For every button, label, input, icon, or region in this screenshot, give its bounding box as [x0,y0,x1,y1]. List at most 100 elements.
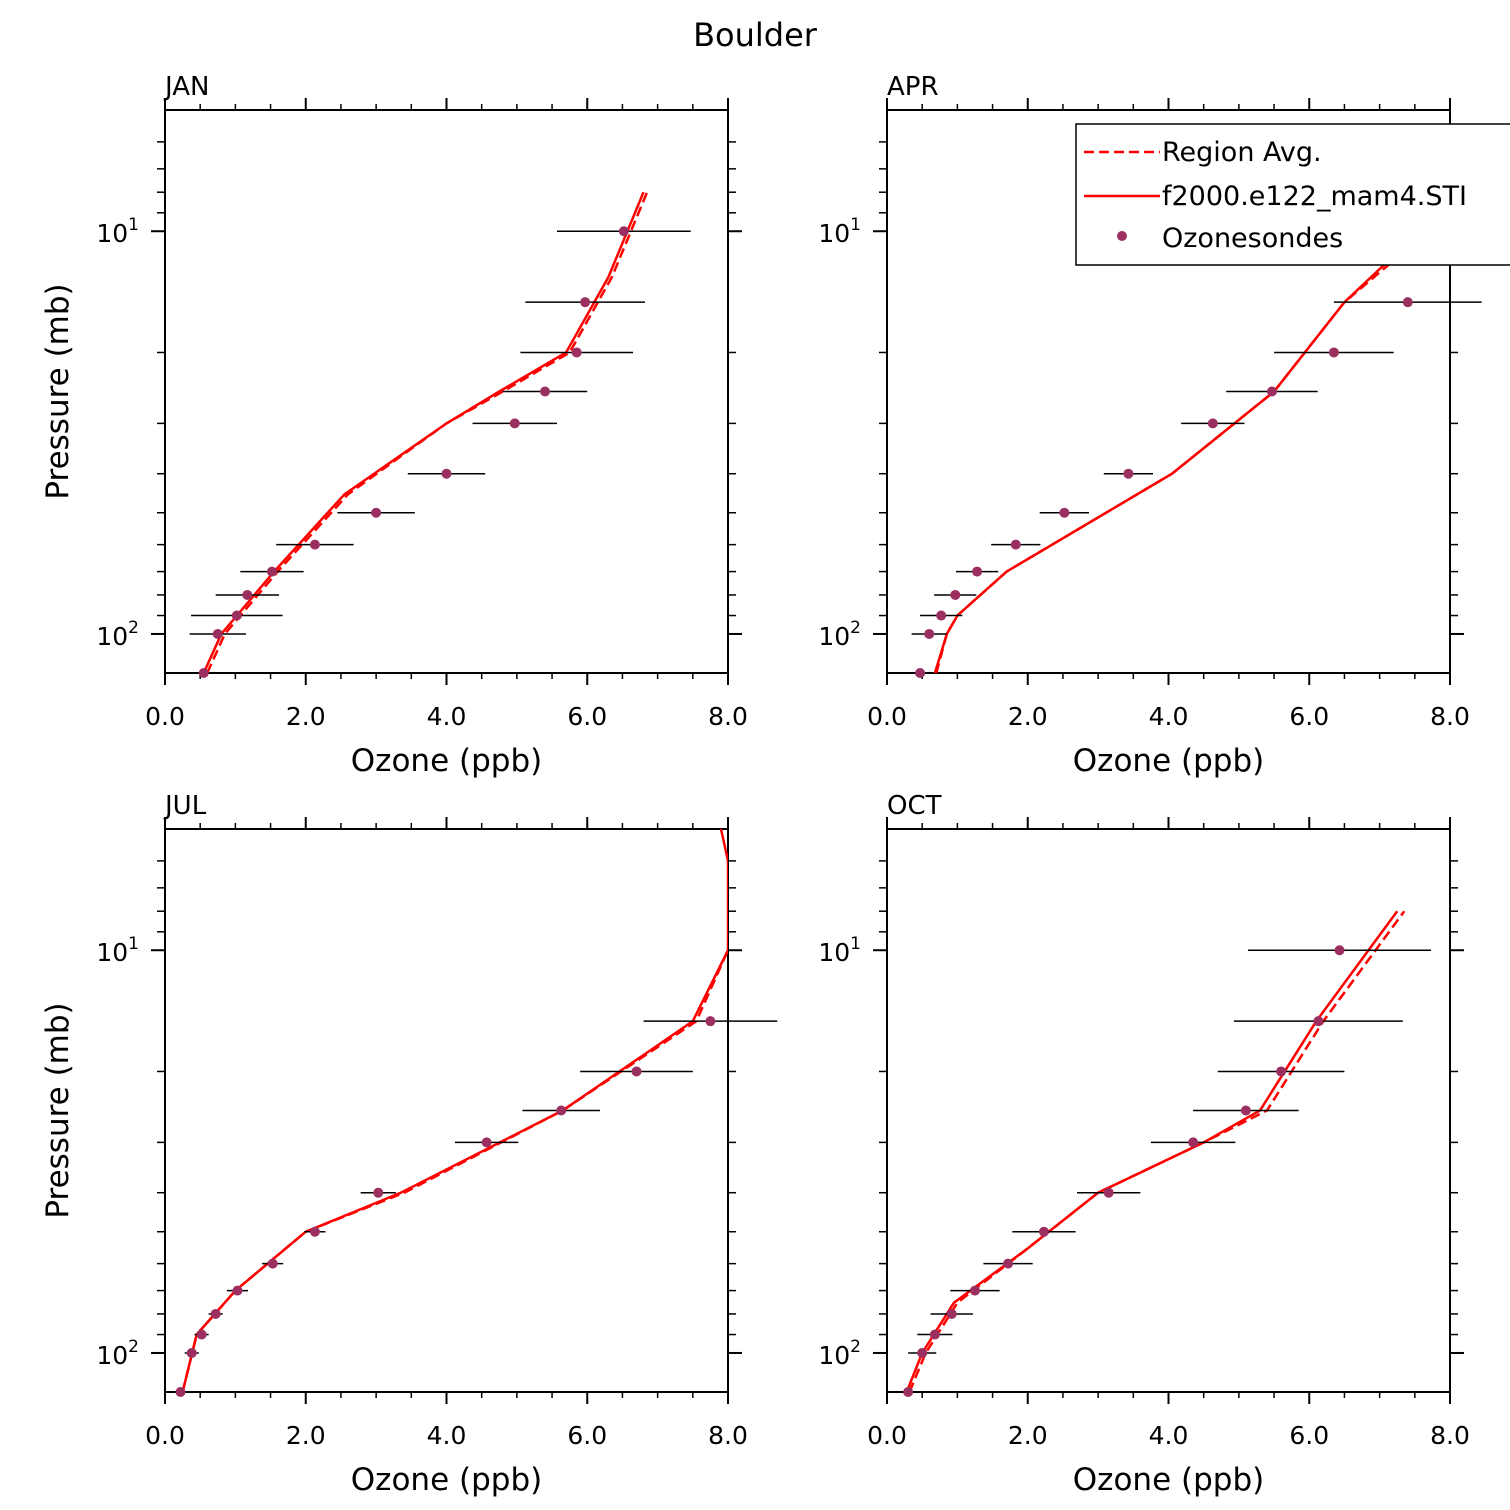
legend: Region Avg. f2000.e122_mam4.STI Ozonesonde… [1075,123,1510,266]
panel-label: JUL [163,791,207,821]
ozonesondes-series [175,1016,778,1397]
data-point [309,539,320,550]
data-point [198,668,209,678]
data-point [371,507,382,518]
x-tick-label: 0.0 [867,702,907,731]
x-tick-label: 2.0 [1008,1421,1048,1450]
x-axis-label: Ozone (ppb) [351,743,542,779]
data-point [309,1226,320,1237]
x-tick-label: 0.0 [145,1421,185,1450]
data-point [631,1066,642,1077]
data-point [231,610,242,621]
x-tick-label: 8.0 [708,702,748,731]
data-point [1010,539,1021,550]
x-tick-label: 4.0 [1149,1421,1189,1450]
y-tick-label: 101 [818,934,861,967]
y-tick-label: 102 [818,618,861,651]
legend-box [1075,123,1510,266]
data-point [917,1347,928,1358]
legend-label: f2000.e122_mam4.STI [1162,181,1467,212]
plot-frame [164,828,729,1393]
y-tick-label: 101 [96,215,139,248]
panel-label: APR [887,72,939,102]
plot-area [933,201,1450,673]
data-point [1038,1226,1049,1237]
data-point [441,468,452,479]
data-point [1059,507,1070,518]
data-point [969,1285,980,1296]
x-tick-label: 2.0 [286,702,326,731]
data-point [175,1387,186,1397]
panel-jul: JUL 0.0 2.0 4.0 6.0 8.0 101 102 Ozone (ppb) Press… [40,791,778,1498]
x-tick-label: 0.0 [145,702,185,731]
data-point [186,1347,197,1358]
data-point [1266,386,1277,397]
x-axis-label: Ozone (ppb) [1073,1462,1264,1498]
x-tick-label: 2.0 [286,1421,326,1450]
model-line [202,191,645,673]
ozonesondes-series [189,226,691,678]
data-point [1334,945,1345,956]
data-point [924,628,935,639]
plot-area [905,910,1406,1392]
y-tick-label: 102 [96,1337,139,1370]
data-point [705,1016,716,1027]
data-point [1103,1187,1114,1198]
data-point [373,1187,384,1198]
plot-area [181,829,728,1392]
region-avg-line [935,211,1450,673]
y-tick-label: 102 [96,618,139,651]
data-point [915,668,926,678]
ozonesondes-series [903,945,1431,1397]
model-line [905,910,1399,1392]
plot-area [202,191,649,673]
x-tick-label: 8.0 [1430,702,1470,731]
data-point [1123,468,1134,479]
data-point [571,347,582,358]
data-point [936,610,947,621]
data-point [1328,347,1339,358]
panel-jan: JAN 0.0 2.0 4.0 6.0 8.0 101 102 Ozone (ppb) Press… [40,72,748,779]
region-avg-line [181,949,728,1392]
data-point [903,1387,914,1397]
model-line [181,829,728,1392]
panel-label: OCT [887,791,942,821]
x-tick-label: 6.0 [567,1421,607,1450]
data-point [196,1329,207,1340]
data-point [481,1137,492,1148]
data-point [1313,1016,1324,1027]
data-point [1188,1137,1199,1148]
y-tick-label: 102 [818,1337,861,1370]
data-point [1207,418,1218,429]
y-tick-label: 101 [818,215,861,248]
x-axis-label: Ozone (ppb) [351,1462,542,1498]
data-point [266,566,277,577]
data-point [929,1329,940,1340]
data-point [556,1105,567,1116]
data-point [1402,297,1413,308]
model-line [933,201,1450,673]
legend-marker [1117,231,1127,241]
x-tick-label: 6.0 [1289,1421,1329,1450]
panel-apr: APR 0.0 2.0 4.0 6.0 8.0 101 102 Ozone (ppb) [818,72,1482,779]
x-tick-label: 0.0 [867,1421,907,1450]
region-avg-line [908,910,1406,1392]
x-tick-label: 8.0 [1430,1421,1470,1450]
x-tick-label: 6.0 [1289,702,1329,731]
data-point [540,386,551,397]
data-point [210,1308,221,1319]
data-point [509,418,520,429]
data-point [580,297,591,308]
region-avg-line [206,191,649,673]
y-axis-label: Pressure (mb) [40,283,76,499]
data-point [950,589,961,600]
legend-label: Ozonesondes [1162,223,1343,254]
y-tick-label: 101 [96,934,139,967]
data-point [212,628,223,639]
x-axis-label: Ozone (ppb) [1073,743,1264,779]
data-point [618,226,629,237]
x-tick-label: 6.0 [567,702,607,731]
x-tick-label: 4.0 [427,1421,467,1450]
figure-title: Boulder [693,16,818,54]
